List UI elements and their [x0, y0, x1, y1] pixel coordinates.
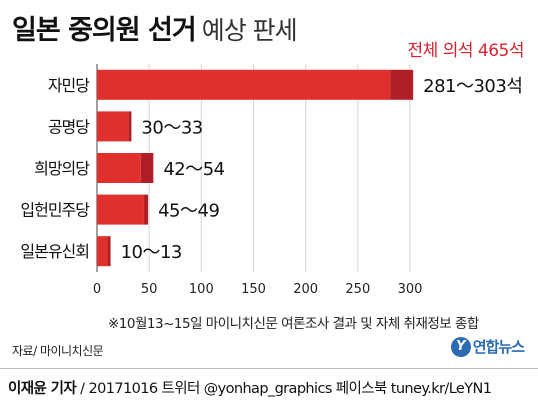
x-tick-label: 250	[345, 282, 370, 297]
bar	[97, 153, 141, 183]
bar	[97, 236, 108, 267]
x-tick-label: 0	[93, 282, 101, 297]
bar-range-segment	[143, 194, 149, 225]
yonhap-logo: Y 연합뉴스	[450, 336, 525, 357]
bar-range-segment	[128, 111, 132, 142]
category-label: 희망의당	[34, 159, 90, 178]
value-label: 10～13	[121, 242, 182, 263]
x-tick-label: 150	[241, 282, 266, 297]
source-label: 자료/ 마이니치신문	[12, 344, 104, 358]
category-label: 공명당	[48, 117, 90, 136]
value-label: 281～303석	[423, 76, 522, 97]
credit-details: / 20171016 트위터 @yonhap_graphics 페이스북 tun…	[76, 381, 492, 397]
x-tick-label: 100	[189, 282, 214, 297]
yonhap-logo-icon: Y	[450, 336, 471, 357]
category-label: 입헌민주당	[20, 201, 90, 220]
category-label: 일본유신회	[20, 242, 89, 261]
bar	[97, 194, 144, 225]
title-sub: 예상 판세	[201, 16, 298, 45]
footer-divider	[0, 368, 538, 370]
bar	[97, 111, 129, 142]
title-main: 일본 중의원 선거	[12, 15, 197, 46]
logo-text: 연합뉴스	[472, 338, 525, 356]
category-label: 자민당	[48, 76, 90, 95]
bar-range-segment	[140, 153, 154, 183]
credit-author: 이재윤 기자	[8, 381, 77, 397]
x-tick-label: 200	[293, 282, 318, 297]
value-label: 45～49	[158, 201, 219, 222]
bar-range-segment	[107, 236, 111, 267]
value-label: 42～54	[163, 159, 224, 180]
bar-range-segment	[390, 69, 414, 100]
bar	[97, 69, 391, 100]
title: 일본 중의원 선거 예상 판세	[12, 8, 298, 48]
survey-note: ※10월13~15일 마이니치신문 여론조사 결과 및 자체 취재정보 종합	[108, 316, 479, 332]
value-label: 30～33	[141, 117, 202, 138]
x-tick-label: 50	[141, 282, 158, 297]
x-tick-label: 300	[398, 282, 423, 297]
credit-line: 이재윤 기자 / 20171016 트위터 @yonhap_graphics 페…	[8, 377, 492, 398]
total-seats-label: 전체 의석 465석	[407, 41, 525, 61]
